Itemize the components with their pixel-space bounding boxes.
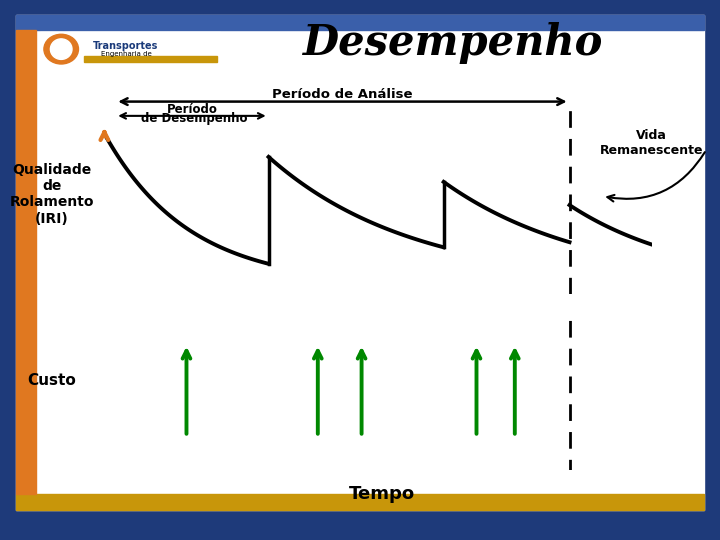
Bar <box>16 15 704 30</box>
Bar <box>84 56 217 62</box>
Text: Período: Período <box>166 103 217 116</box>
Text: Período de Análise: Período de Análise <box>272 88 413 101</box>
Bar <box>16 30 36 494</box>
Text: Vida
Remanescente: Vida Remanescente <box>600 129 703 157</box>
Ellipse shape <box>44 34 78 64</box>
Text: de Desempenho: de Desempenho <box>141 112 248 125</box>
Text: Engenharia de: Engenharia de <box>101 51 151 57</box>
Bar <box>40 32 220 68</box>
Text: Transportes: Transportes <box>94 41 158 51</box>
Text: Custo: Custo <box>27 373 76 388</box>
Text: Qualidade
de
Rolamento
(IRI): Qualidade de Rolamento (IRI) <box>9 163 94 226</box>
Text: Desempenho: Desempenho <box>303 22 604 64</box>
Text: Tempo: Tempo <box>348 485 415 503</box>
Ellipse shape <box>50 39 72 59</box>
Bar <box>16 494 704 510</box>
Bar <box>40 32 220 68</box>
